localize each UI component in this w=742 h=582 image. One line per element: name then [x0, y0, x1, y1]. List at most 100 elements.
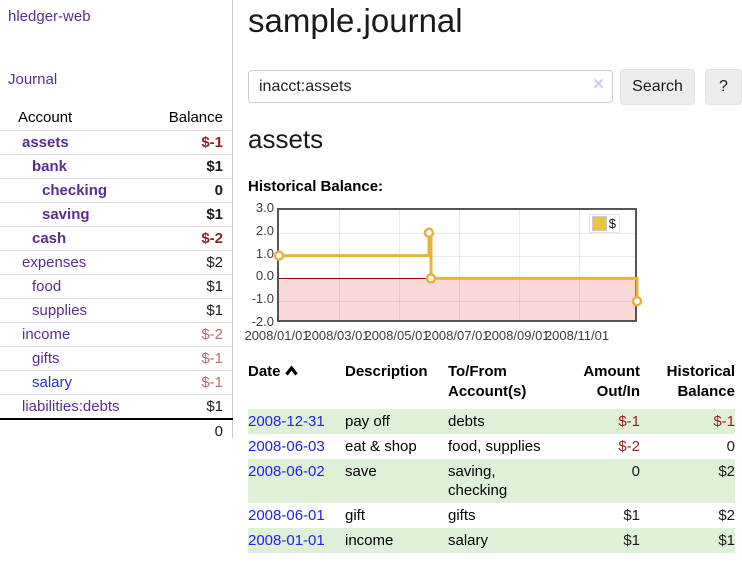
transaction-balance: $1 [718, 532, 735, 549]
account-row-expenses: expenses $2 [0, 250, 233, 274]
chart-legend: $ [588, 214, 620, 233]
register-table: Date Description To/From Account(s) Amou… [248, 362, 735, 553]
account-row-income: income $-2 [0, 322, 233, 346]
transaction-balance: $2 [718, 507, 735, 524]
account-row-checking: checking 0 [0, 178, 233, 202]
x-tick: 2008/05/01 [364, 328, 430, 343]
account-row-food: food $1 [0, 274, 233, 298]
account-link[interactable]: income [22, 326, 71, 343]
transaction-amount: $1 [623, 507, 640, 524]
brand-link[interactable]: hledger-web [8, 8, 91, 25]
transaction-balance: $2 [718, 463, 735, 480]
account-link[interactable]: expenses [22, 254, 87, 271]
date-column-header: Date [248, 362, 345, 383]
transaction-row: 2008-06-01 gift gifts $1 $2 [248, 503, 735, 528]
search-input[interactable] [248, 70, 613, 103]
accounts-total-value: 0 [214, 422, 223, 440]
register-header-row: Date Description To/From Account(s) Amou… [248, 362, 735, 402]
transaction-date-link[interactable]: 2008-06-01 [248, 507, 325, 524]
account-balance: $-1 [201, 134, 223, 151]
transaction-date-link[interactable]: 2008-12-31 [248, 413, 325, 430]
legend-swatch [591, 216, 607, 231]
transaction-date-link[interactable]: 2008-01-01 [248, 532, 325, 549]
search-box: × [248, 70, 613, 103]
account-link[interactable]: bank [32, 158, 68, 175]
legend-label: $ [608, 216, 616, 231]
transaction-amount: 0 [631, 463, 640, 480]
clear-search-icon[interactable]: × [592, 74, 604, 95]
x-tick: 2008/09/01 [484, 328, 550, 343]
x-tick: 2008/01/01 [244, 328, 310, 343]
help-button[interactable]: ? [705, 69, 742, 105]
transaction-row: 2008-06-02 save saving, checking 0 $2 [248, 459, 735, 503]
account-balance: $1 [206, 302, 223, 319]
y-tick: -1.0 [251, 291, 274, 307]
x-tick: 2008/03/01 [304, 328, 370, 343]
plot-area: $ [273, 208, 643, 322]
data-point [423, 227, 435, 239]
transaction-date-link[interactable]: 2008-06-03 [248, 438, 325, 455]
account-link[interactable]: saving [42, 206, 90, 223]
y-tick: 2.0 [255, 222, 274, 238]
sort-ascending-icon [284, 363, 298, 383]
account-balance: $-2 [201, 230, 223, 247]
account-balance: 0 [214, 182, 223, 199]
transaction-balance: 0 [726, 438, 735, 455]
transaction-accounts: debts [448, 413, 485, 430]
data-point [631, 295, 643, 307]
account-link[interactable]: food [32, 278, 62, 295]
transaction-amount: $-2 [618, 438, 640, 455]
account-row-liabilities-debts: liabilities:debts $1 [0, 394, 233, 418]
data-point [273, 250, 285, 261]
transaction-amount: $1 [623, 532, 640, 549]
account-link[interactable]: gifts [32, 350, 60, 367]
account-balance: $1 [206, 206, 223, 223]
sidebar-item-journal[interactable]: Journal [8, 71, 58, 88]
account-row-supplies: supplies $1 [0, 298, 233, 322]
search-button[interactable]: Search [620, 69, 695, 105]
account-link[interactable]: cash [32, 230, 67, 247]
account-link[interactable]: salary [32, 374, 73, 391]
account-balance: $1 [206, 398, 223, 415]
account-link[interactable]: supplies [32, 302, 88, 319]
account-link[interactable]: liabilities:debts [22, 398, 120, 415]
account-balance: $1 [206, 158, 223, 175]
y-tick: -2.0 [251, 314, 274, 329]
account-link[interactable]: assets [22, 134, 69, 151]
account-row-saving: saving $1 [0, 202, 233, 226]
negative-region-fill [279, 278, 635, 320]
account-row-salary: salary $-1 [0, 370, 233, 394]
historical-balance-chart: 3.0 2.0 1.0 0.0 -1.0 -2.0 $ 2008/01/01 2… [244, 200, 742, 348]
transaction-description: eat & shop [345, 438, 417, 455]
transaction-accounts: salary [448, 532, 489, 549]
accounts-table-header: Account Balance [0, 104, 233, 130]
tofrom-column-header: To/From Account(s) [448, 363, 527, 400]
account-balance: $2 [206, 254, 223, 271]
transaction-row: 2008-06-03 eat & shop food, supplies $-2… [248, 434, 735, 459]
transaction-description: pay off [345, 413, 390, 430]
account-link[interactable]: checking [42, 182, 108, 199]
x-tick: 2008/07/01 [424, 328, 490, 343]
y-tick: 1.0 [255, 245, 274, 261]
account-column-header: Account [18, 108, 73, 126]
sidebar: hledger-web Journal Account Balance asse… [0, 0, 233, 440]
transaction-accounts: saving, checking [448, 463, 508, 499]
balance-column-header: Balance [168, 108, 223, 126]
balance-series-line [273, 227, 643, 307]
transaction-description: income [345, 532, 394, 549]
transaction-row: 2008-12-31 pay off debts $-1 $-1 [248, 409, 735, 434]
balance-column-header: Historical Balance [666, 363, 735, 400]
transaction-amount: $-1 [618, 413, 640, 430]
transaction-accounts: food, supplies [448, 438, 541, 455]
account-heading: assets [248, 124, 324, 154]
transaction-date-link[interactable]: 2008-06-02 [248, 463, 325, 480]
amount-column-header: Amount Out/In [583, 363, 640, 400]
account-row-gifts: gifts $-1 [0, 346, 233, 370]
account-row-cash: cash $-2 [0, 226, 233, 250]
y-tick: 3.0 [255, 200, 274, 215]
transaction-description: gift [345, 507, 366, 524]
account-balance: $-1 [201, 374, 223, 391]
account-balance: $-1 [201, 350, 223, 367]
y-tick: 0.0 [255, 268, 274, 284]
chart-title: Historical Balance: [248, 178, 384, 195]
